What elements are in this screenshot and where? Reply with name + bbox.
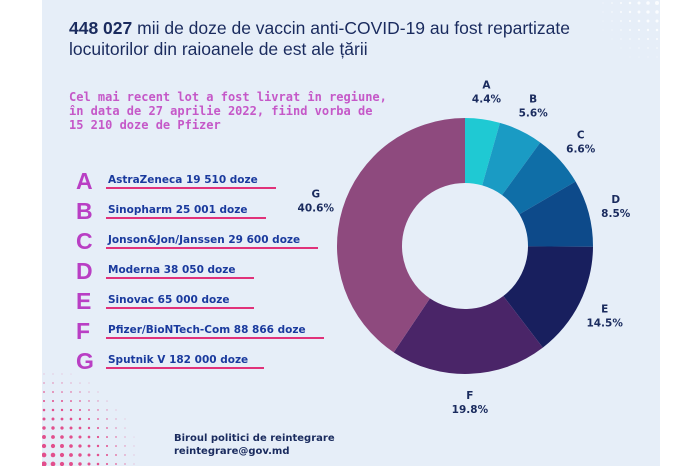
donut-slice-g [336,118,465,353]
legend-text: Sputnik V 182 000 doze [108,354,249,366]
footer-organization: Biroul politici de reintegrare [174,433,335,444]
donut-slice-b [482,122,541,196]
legend-row: C Jonson&Jon/Janssen 29 600 doze [76,228,318,258]
title-text: mii de doze de vaccin anti-COVID-19 au f… [69,18,570,59]
donut-slice-f [393,296,543,374]
footer-email: reintegrare@gov.md [174,446,290,457]
slice-value-label: 6.6% [566,143,596,155]
slice-category-label: F [466,390,473,402]
legend-text: Jonson&Jon/Janssen 29 600 doze [108,234,301,246]
slice-category-label: A [482,79,491,91]
donut-slice-a [465,118,500,186]
legend-letter: C [76,228,93,254]
legend-row: B Sinopharm 25 001 doze [76,198,286,228]
legend-letter: D [76,258,93,284]
slice-category-label: B [529,94,537,106]
legend-letter: A [76,168,93,194]
subtitle: Cel mai recent lot a fost livrat în regi… [69,90,387,132]
dot-pattern-decoration [42,1,659,466]
slice-value-label: 19.8% [452,404,489,416]
legend-letter: G [76,348,94,374]
slice-value-label: 14.5% [586,318,623,330]
legend-letter: B [76,198,93,224]
slice-category-label: D [611,194,620,206]
legend-letter: E [76,288,92,314]
slice-category-label: C [577,129,585,141]
legend-underline [106,187,276,189]
legend-underline [106,367,264,369]
legend-row: A AstraZeneca 19 510 doze [76,168,286,198]
legend-underline [106,217,266,219]
slice-category-label: E [601,304,608,316]
slice-value-label: 4.4% [472,93,502,105]
donut-slice-c [502,142,576,215]
donut-slice-e [503,246,593,348]
slice-value-label: 8.5% [601,208,631,220]
legend-letter: F [76,318,91,344]
legend-text: Sinovac 65 000 doze [108,294,230,306]
legend-text: Sinopharm 25 001 doze [108,204,248,216]
infographic-card: 448 027 mii de doze de vaccin anti-COVID… [42,0,660,466]
donut-slice-d [519,181,594,247]
legend-text: AstraZeneca 19 510 doze [108,174,258,186]
legend-underline [106,247,318,249]
legend-row: D Moderna 38 050 doze [76,258,286,288]
legend-text: Pfizer/BioNTech-Com 88 866 doze [108,324,306,336]
legend-underline [106,307,254,309]
legend-text: Moderna 38 050 doze [108,264,236,276]
legend-row: G Sputnik V 182 000 doze [76,348,286,378]
legend-row: E Sinovac 65 000 doze [76,288,286,318]
slice-value-label: 40.6% [298,203,335,215]
page-title: 448 027 mii de doze de vaccin anti-COVID… [69,18,629,60]
footer: Biroul politici de reintegrare reintegra… [174,432,335,458]
slice-value-label: 5.6% [519,108,549,120]
legend-row: F Pfizer/BioNTech-Com 88 866 doze [76,318,324,348]
donut-chart: A 4.4% B 5.6% C 6.6% D 8.5% E 14.5% F 19.8% G 40.6% [298,79,631,416]
title-highlight: 448 027 [69,18,133,38]
legend-underline [106,337,324,339]
legend-underline [106,277,254,279]
slice-category-label: G [311,189,320,201]
